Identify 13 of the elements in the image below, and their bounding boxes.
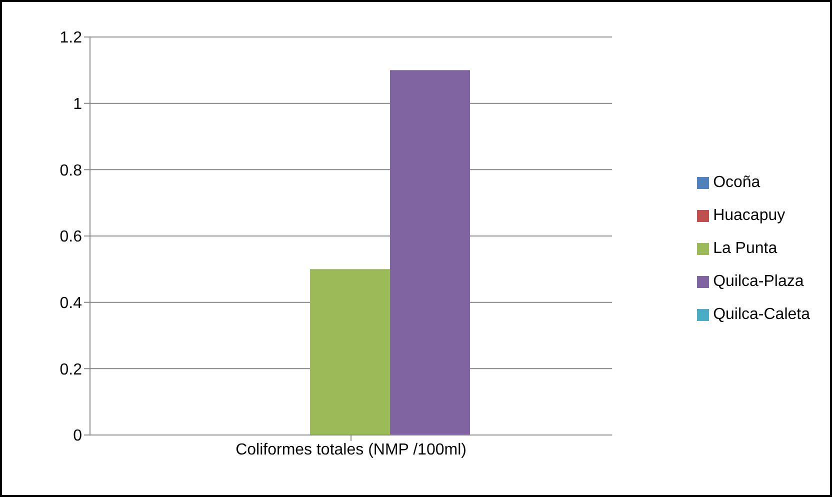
legend-label: Huacapuy bbox=[713, 207, 786, 224]
legend-label: Quilca-Caleta bbox=[713, 306, 810, 323]
legend-label: La Punta bbox=[713, 240, 778, 257]
y-tick-label: 1 bbox=[73, 96, 82, 114]
y-tick-label: 0 bbox=[73, 428, 82, 445]
legend-label: Ocoña bbox=[713, 174, 760, 191]
x-tick-label: Coliformes totales (NMP /100ml) bbox=[236, 441, 466, 458]
y-tick-label: 1.2 bbox=[60, 30, 82, 47]
y-tick-label: 0.8 bbox=[60, 162, 82, 180]
y-tick-label: 0.6 bbox=[60, 228, 82, 246]
legend-label: Quilca-Plaza bbox=[713, 273, 804, 290]
y-tick-label: 0.4 bbox=[60, 295, 82, 312]
y-tick-label: 0.2 bbox=[60, 361, 82, 378]
